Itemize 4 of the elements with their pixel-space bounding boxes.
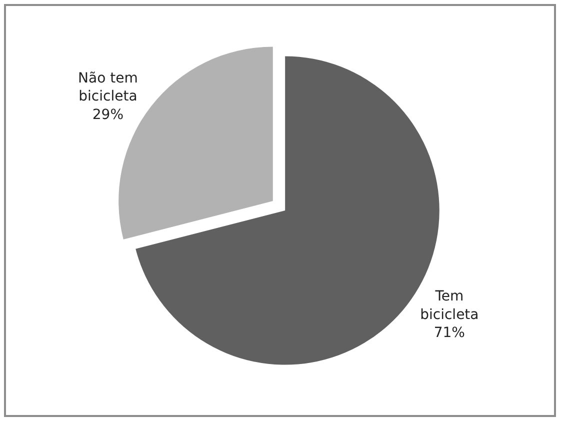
data-label: 29% bbox=[92, 106, 124, 123]
data-label: 71% bbox=[434, 325, 465, 342]
slice-label: Não tem bicicleta bbox=[78, 70, 138, 105]
slice-label: Tem bicicleta bbox=[420, 288, 479, 323]
